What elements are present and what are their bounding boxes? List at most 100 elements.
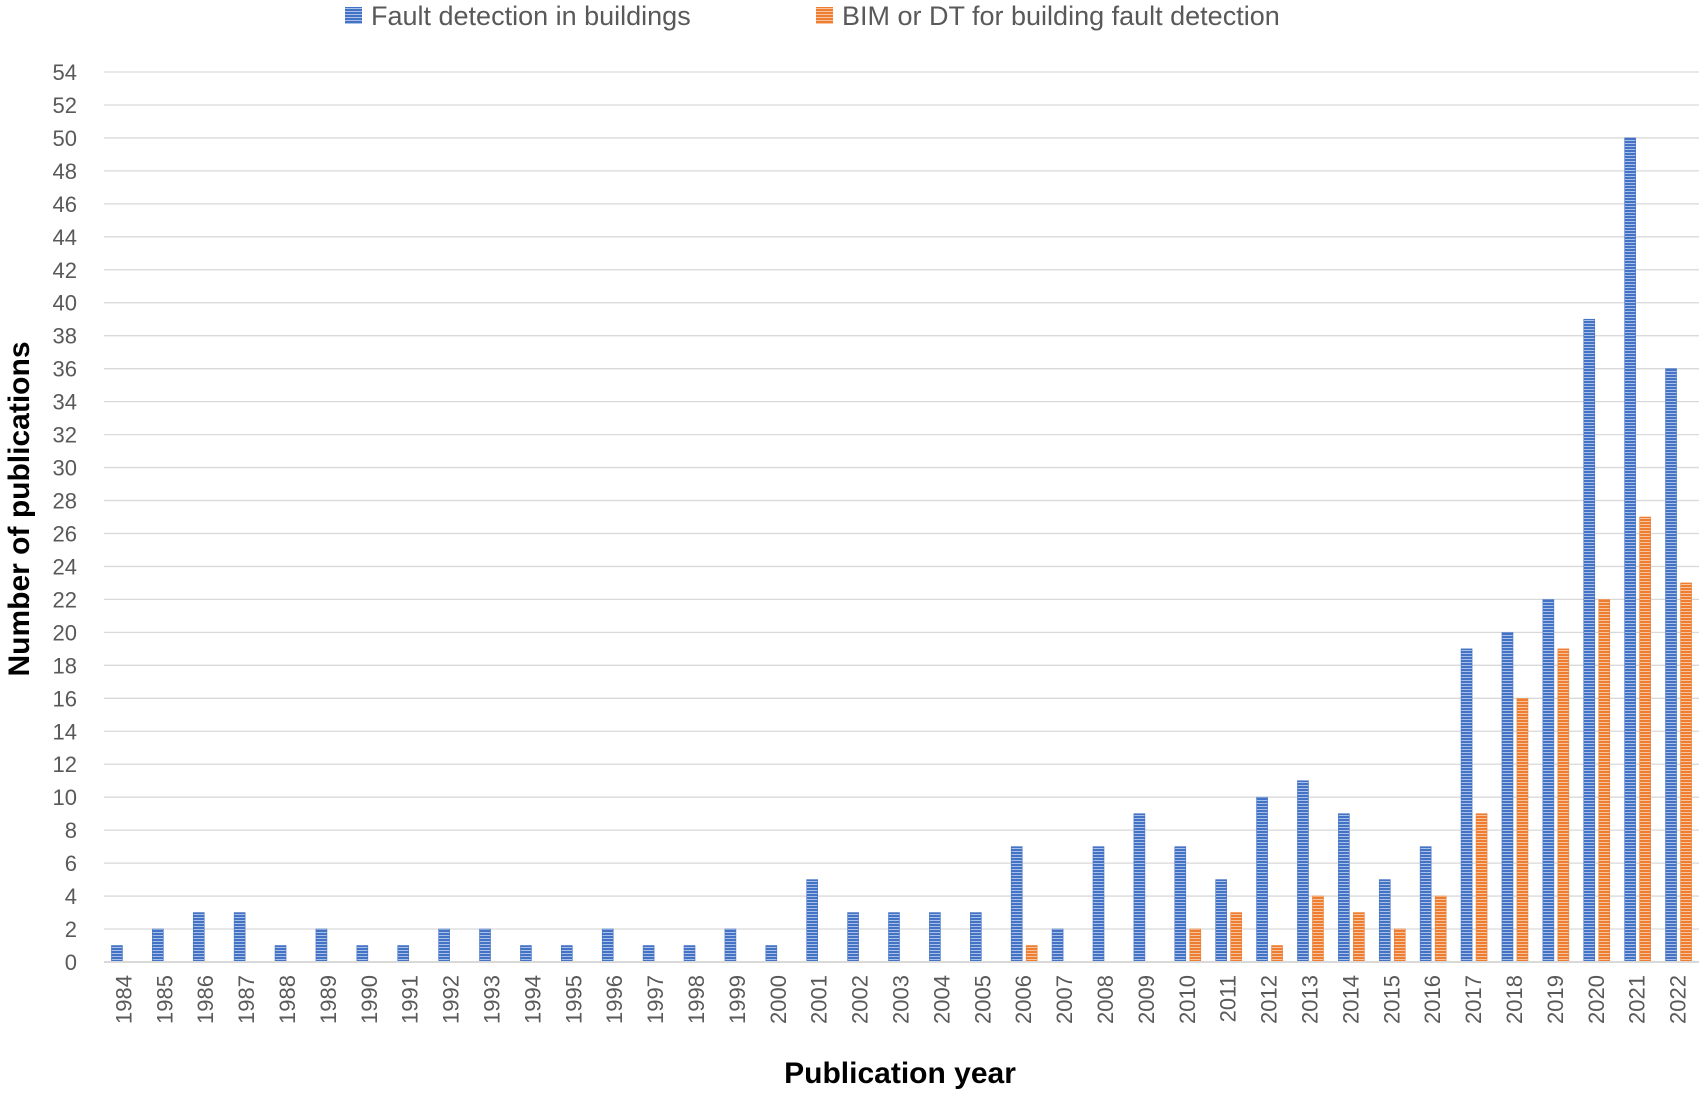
y-tick-label: 54: [53, 60, 77, 85]
bar-fault-detection-2022: [1665, 368, 1677, 963]
x-tick-label: 1993: [480, 975, 505, 1024]
bar-fault-detection-2004: [929, 912, 941, 963]
bar-fault-detection-2016: [1419, 846, 1432, 963]
bar-fault-detection-1998: [683, 945, 696, 963]
bar-fault-detection-2008: [1092, 846, 1105, 963]
bar-fault-detection-1999: [724, 928, 737, 963]
legend-swatch-bim-dt: [816, 7, 833, 24]
bar-bim-dt-2006: [1025, 945, 1038, 963]
y-tick-label: 48: [53, 159, 77, 184]
gridlines: [104, 71, 1699, 930]
bar-fault-detection-1985: [152, 928, 164, 963]
y-tick-label: 52: [53, 93, 77, 118]
x-tick-label: 1987: [234, 975, 259, 1024]
x-tick-label: 2014: [1338, 975, 1363, 1024]
x-tick-label: 1994: [520, 975, 545, 1024]
x-tick-label: 1985: [152, 975, 177, 1024]
bar-bim-dt-2018: [1516, 697, 1529, 963]
bar-bim-dt-2012: [1271, 945, 1283, 963]
x-tick-label: 2018: [1502, 975, 1527, 1024]
x-tick-label: 2002: [848, 975, 873, 1024]
y-tick-label: 22: [53, 587, 77, 612]
x-tick-label: 1991: [398, 975, 423, 1024]
y-tick-label: 46: [53, 192, 77, 217]
bar-fault-detection-1989: [315, 928, 328, 963]
bar-fault-detection-2000: [765, 945, 778, 963]
y-tick-label: 6: [65, 851, 77, 876]
bar-fault-detection-2019: [1542, 599, 1555, 963]
y-tick-label: 38: [53, 324, 77, 349]
x-tick-label: 2005: [970, 975, 995, 1024]
bar-bim-dt-2011: [1230, 912, 1242, 963]
y-tick-label: 14: [53, 719, 77, 744]
bar-fault-detection-1984: [111, 945, 123, 963]
x-tick-label: 2016: [1420, 975, 1445, 1024]
y-tick-label: 32: [53, 423, 77, 448]
x-tick-label: 2020: [1584, 975, 1609, 1024]
y-tick-label: 20: [53, 620, 77, 645]
bar-fault-detection-2006: [1010, 846, 1023, 963]
y-tick-label: 24: [53, 554, 77, 579]
bar-fault-detection-2003: [888, 912, 900, 963]
x-tick-label: 2010: [1175, 975, 1200, 1024]
y-tick-label: 2: [65, 917, 77, 942]
x-tick-label: 1997: [643, 975, 668, 1024]
bar-bim-dt-2016: [1434, 895, 1447, 963]
bar-fault-detection-2018: [1501, 632, 1514, 963]
bar-fault-detection-2002: [847, 912, 859, 963]
x-tick-label: 1984: [111, 975, 136, 1024]
y-tick-label: 26: [53, 521, 77, 546]
y-axis-title: Number of publications: [3, 341, 36, 676]
x-tick-label: 2001: [807, 975, 832, 1024]
y-tick-label: 42: [53, 258, 77, 283]
y-tick-label: 50: [53, 126, 77, 151]
y-tick-label: 44: [53, 225, 77, 250]
x-tick-label: 1999: [725, 975, 750, 1024]
y-tick-label: 28: [53, 489, 77, 514]
x-tick-label: 1986: [193, 975, 218, 1024]
x-tick-label: 2008: [1093, 975, 1118, 1024]
y-tick-label: 34: [53, 390, 77, 415]
y-tick-label: 8: [65, 818, 77, 843]
bar-bim-dt-2019: [1557, 648, 1570, 963]
bar-bim-dt-2015: [1393, 928, 1406, 963]
x-tick-label: 1998: [684, 975, 709, 1024]
y-tick-label: 4: [65, 884, 77, 909]
bar-fault-detection-1988: [274, 945, 287, 963]
bar-fault-detection-1996: [601, 928, 614, 963]
x-tick-label: 2011: [1216, 975, 1241, 1022]
bar-fault-detection-2009: [1133, 813, 1146, 963]
legend-label-bim-dt: BIM or DT for building fault detection: [842, 1, 1280, 31]
bar-fault-detection-2005: [969, 912, 982, 963]
legend-item-bim-dt: BIM or DT for building fault detection: [816, 1, 1280, 31]
x-tick-label: 2009: [1134, 975, 1159, 1024]
bar-bim-dt-2010: [1189, 928, 1202, 963]
bar-fault-detection-1993: [479, 928, 491, 963]
bars: [111, 137, 1692, 963]
x-tick-label: 1989: [316, 975, 341, 1024]
x-tick-label: 1990: [357, 975, 382, 1024]
bar-fault-detection-2010: [1174, 846, 1187, 963]
y-tick-label: 30: [53, 456, 77, 481]
bar-fault-detection-2014: [1338, 813, 1350, 963]
bar-bim-dt-2013: [1312, 895, 1324, 963]
bar-bim-dt-2017: [1475, 813, 1488, 963]
bar-bim-dt-2022: [1680, 582, 1692, 963]
x-tick-label: 2019: [1543, 975, 1568, 1024]
bar-fault-detection-1997: [642, 945, 655, 963]
legend-label-fault-detection: Fault detection in buildings: [371, 1, 691, 31]
bar-fault-detection-1987: [233, 912, 246, 963]
bar-bim-dt-2020: [1598, 599, 1611, 963]
y-tick-label: 0: [65, 950, 77, 975]
bar-fault-detection-2012: [1256, 796, 1268, 963]
x-tick-label: 2022: [1666, 975, 1691, 1024]
bar-fault-detection-2021: [1624, 137, 1636, 963]
bar-bim-dt-2014: [1353, 912, 1365, 963]
x-tick-label: 1995: [561, 975, 586, 1024]
bar-fault-detection-1991: [397, 945, 410, 963]
y-tick-label: 36: [53, 357, 77, 382]
bar-fault-detection-2007: [1051, 928, 1064, 963]
bar-fault-detection-1995: [561, 945, 573, 963]
bar-fault-detection-2017: [1460, 648, 1473, 963]
x-tick-label: 2012: [1257, 975, 1282, 1024]
